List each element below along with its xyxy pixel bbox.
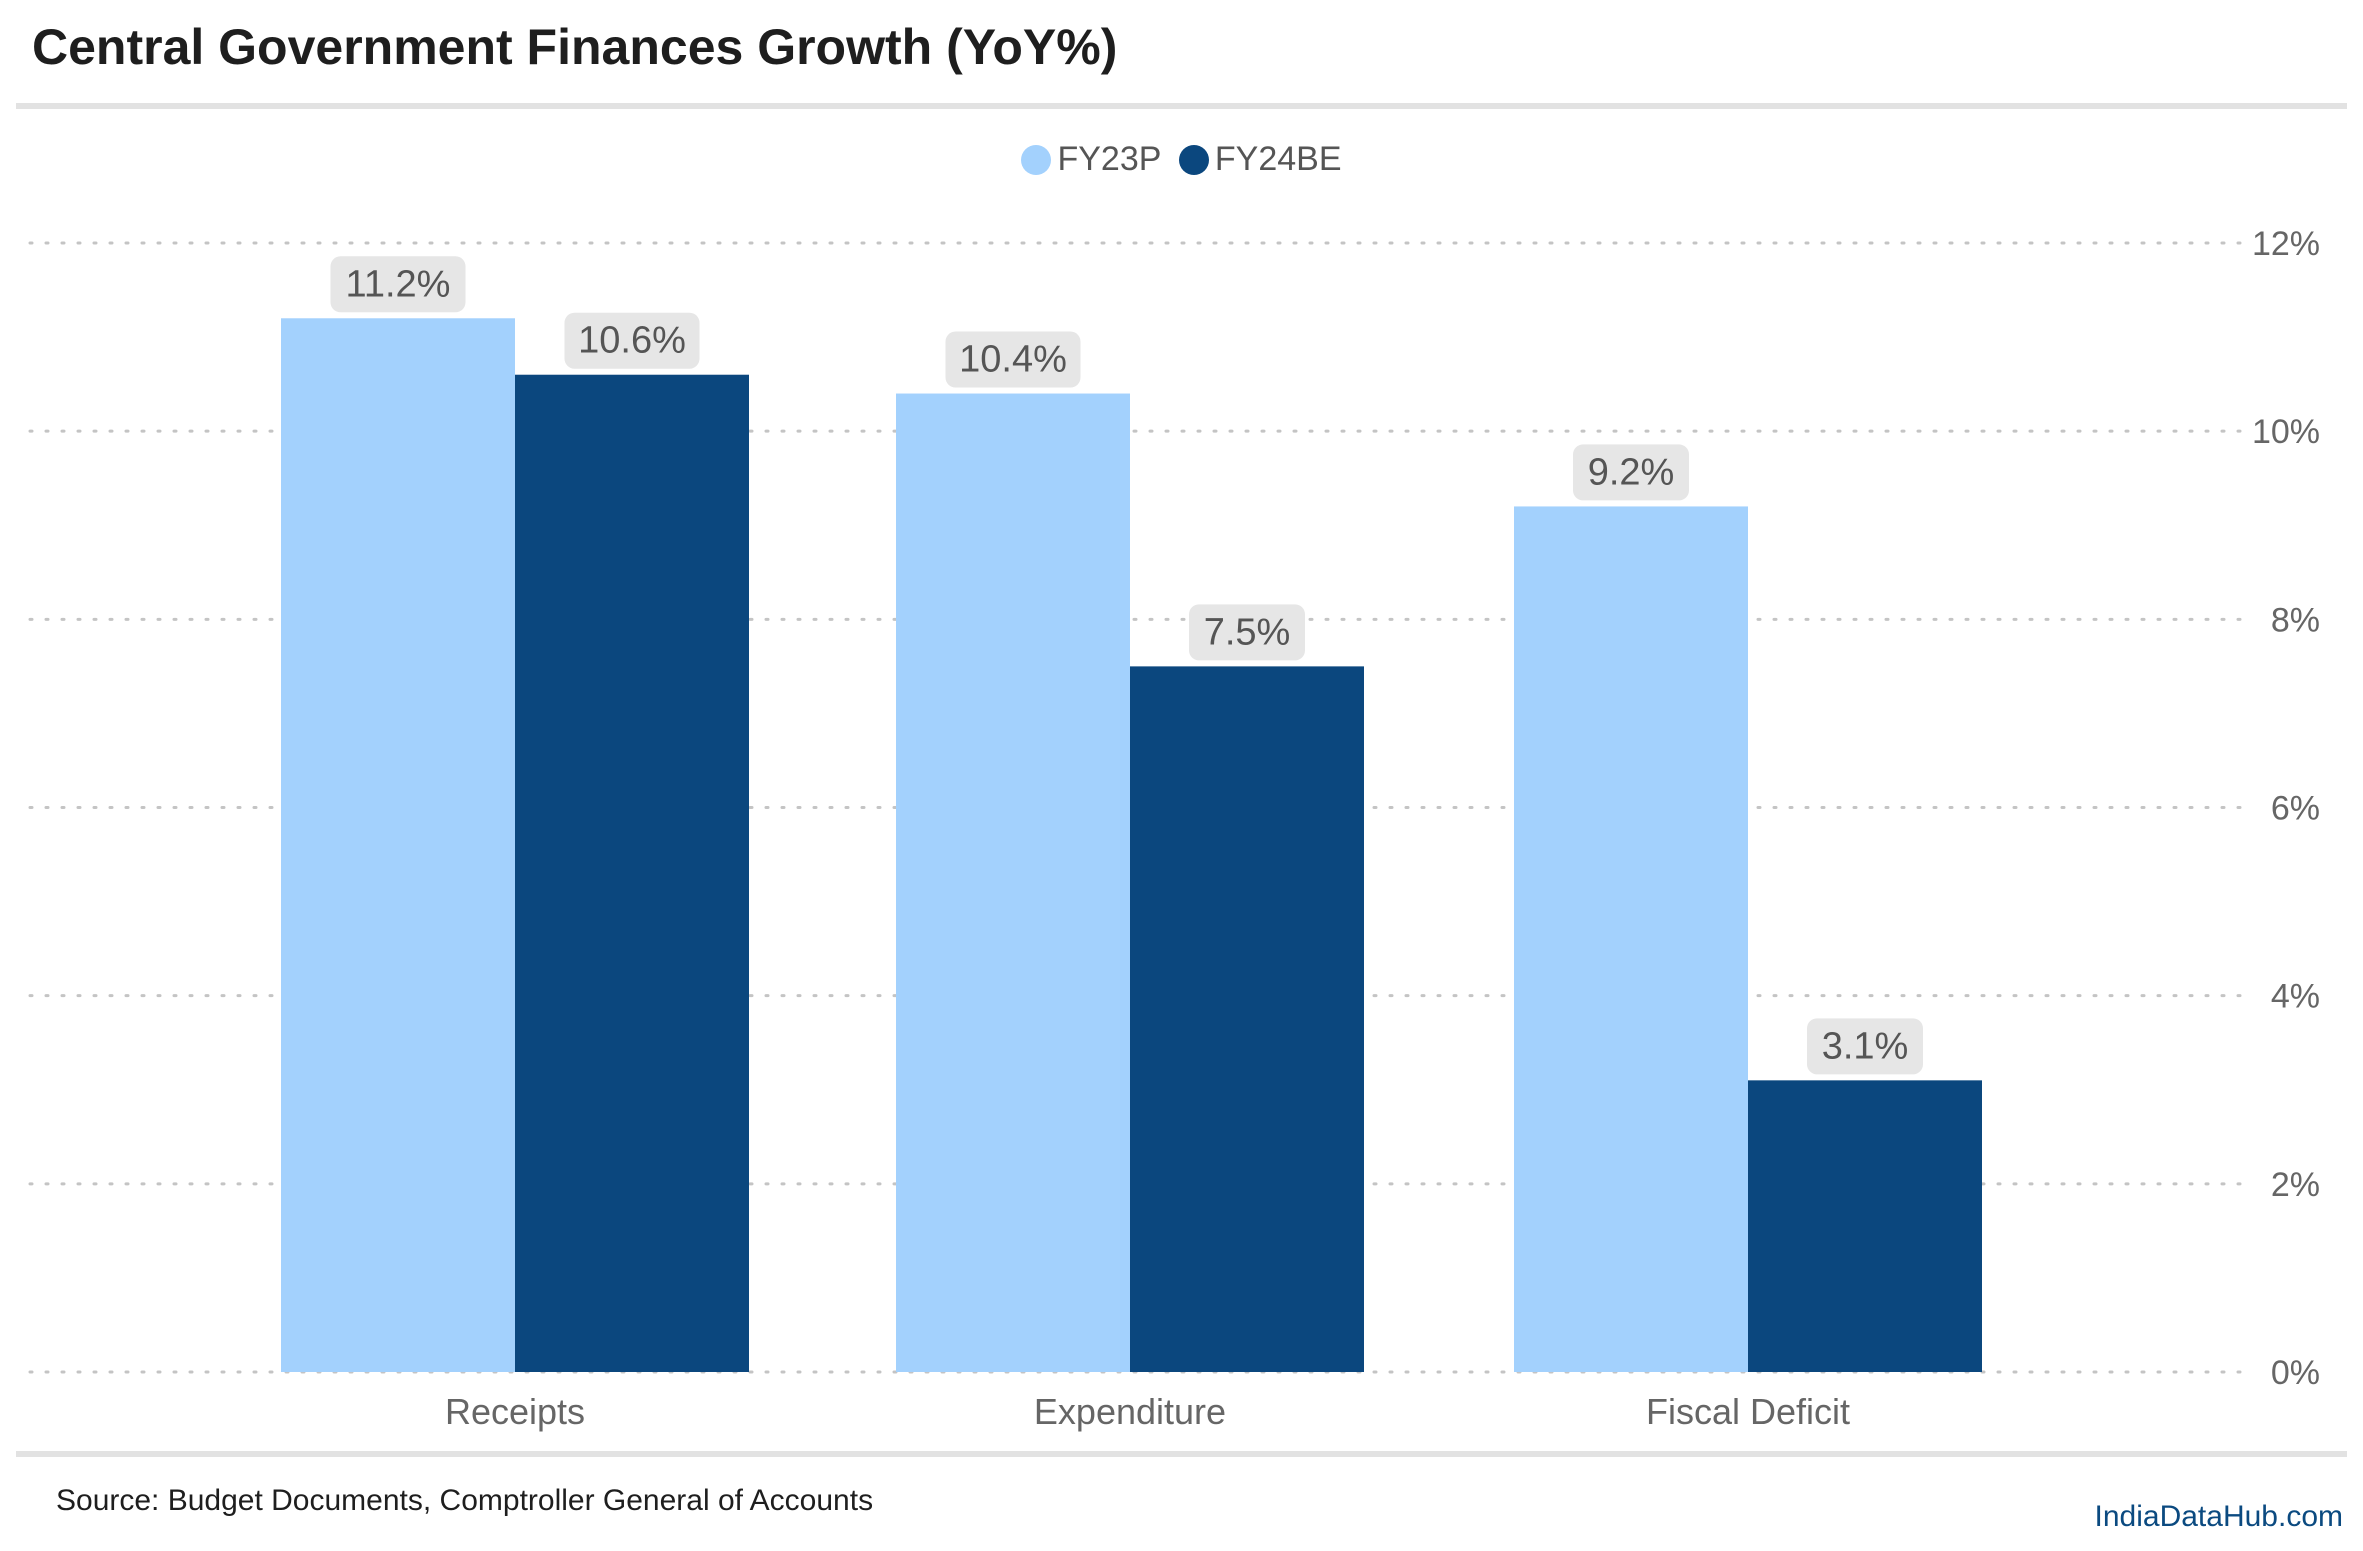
data-label: 7.5% bbox=[1204, 611, 1291, 653]
bottom-divider bbox=[16, 1451, 2347, 1457]
data-label-bg bbox=[945, 331, 1081, 388]
y-tick-label: 6% bbox=[2271, 790, 2320, 828]
bar bbox=[281, 318, 515, 1373]
data-label-bg bbox=[564, 312, 700, 369]
y-tick-label: 8% bbox=[2271, 601, 2320, 639]
chart-title: Central Government Finances Growth (YoY%… bbox=[32, 19, 1118, 75]
x-tick-label: Fiscal Deficit bbox=[1646, 1391, 1850, 1432]
bar bbox=[1748, 1080, 1982, 1372]
data-label: 10.4% bbox=[959, 339, 1067, 381]
source-note: Source: Budget Documents, Comptroller Ge… bbox=[56, 1484, 874, 1517]
data-label-bg bbox=[330, 256, 466, 313]
legend-label-fy24be: FY24BE bbox=[1214, 140, 1342, 178]
data-label: 10.6% bbox=[578, 320, 686, 362]
data-label-bg bbox=[1807, 1018, 1923, 1075]
brand-link[interactable]: IndiaDataHub.com bbox=[2094, 1500, 2343, 1533]
legend-label-fy23p: FY23P bbox=[1057, 140, 1162, 178]
y-tick-label: 0% bbox=[2271, 1354, 2320, 1392]
top-divider bbox=[16, 103, 2347, 109]
data-label-bg bbox=[1189, 604, 1305, 661]
y-tick-label: 2% bbox=[2271, 1166, 2320, 1204]
data-label: 11.2% bbox=[346, 263, 451, 305]
data-label: 3.1% bbox=[1822, 1025, 1909, 1067]
bar bbox=[1514, 506, 1748, 1372]
y-tick-label: 4% bbox=[2271, 978, 2320, 1016]
chart-legend: FY23P FY24BE bbox=[0, 140, 2363, 184]
legend-item-fy23p: FY23P bbox=[1021, 140, 1161, 179]
x-tick-label: Expenditure bbox=[1034, 1391, 1226, 1432]
data-label: 9.2% bbox=[1588, 451, 1675, 493]
bar bbox=[1130, 666, 1364, 1372]
data-label-bg bbox=[1573, 444, 1689, 501]
bar bbox=[515, 374, 749, 1372]
legend-swatch-fy24be bbox=[1178, 144, 1209, 175]
y-tick-label: 10% bbox=[2252, 413, 2320, 451]
bar bbox=[896, 393, 1130, 1372]
legend-item-fy24be: FY24BE bbox=[1178, 140, 1342, 179]
legend-swatch-fy23p bbox=[1021, 144, 1052, 175]
y-tick-label: 12% bbox=[2252, 225, 2320, 263]
x-tick-label: Receipts bbox=[445, 1391, 585, 1432]
